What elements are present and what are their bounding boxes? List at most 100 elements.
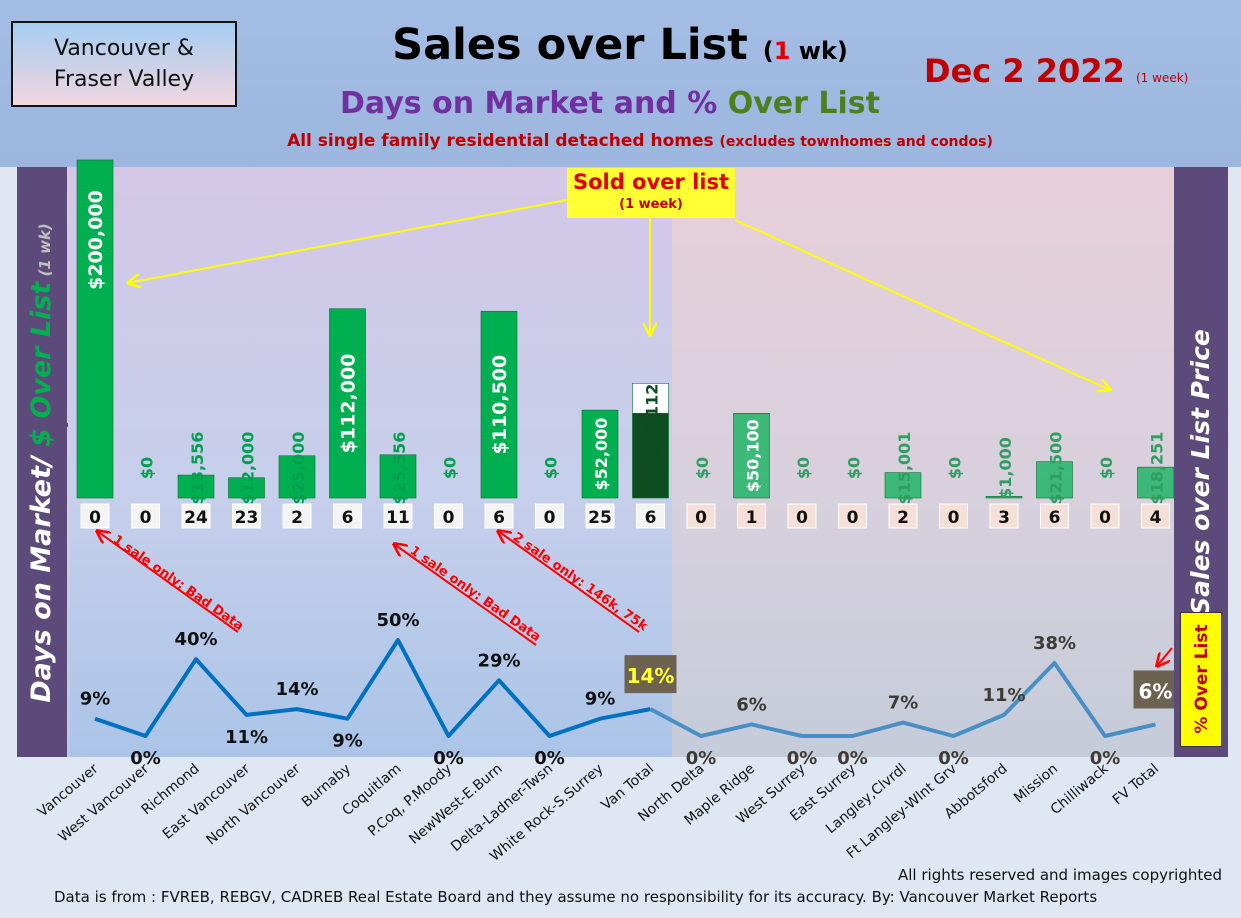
chart-title: Sales over List (1 wk) (330, 20, 910, 70)
title-main: Sales over List (392, 20, 748, 70)
dom-label-north-vancouver: 2 (291, 508, 303, 528)
bar-label-abbotsford: $1,000 (996, 437, 1015, 499)
x-tick-newwest-e-burn: NewWest-E.Burn (406, 761, 505, 848)
bar-cap-van-total (632, 383, 669, 414)
dom-label-north-delta: 0 (695, 508, 707, 528)
bars-layer: $200,000 $0 $13,556 $12,000 $25,000 $112,000 $… (76, 159, 1174, 505)
dom-label-west-vancouver: 0 (140, 508, 152, 528)
dom-box-maple-ridge (737, 503, 766, 529)
bar-langley-clvrdl (884, 472, 922, 499)
bar-label-richmond: $13,556 (188, 432, 207, 505)
bar-label-ft-langley-wlnt-grv: $0 (946, 457, 965, 479)
dom-label-chilliwack: 0 (1099, 508, 1111, 528)
arrow-bad-data-1 (97, 531, 239, 633)
bar-north-vancouver (278, 455, 316, 499)
chart-subtitle: Days on Market and % Over List (250, 86, 970, 121)
left-axis-label: Days on Market/ $ Over List (1 wk) (21, 168, 63, 758)
pct-label-p-coq-p-moody: 0% (433, 748, 464, 769)
bar-east-vancouver (228, 477, 265, 499)
dom-label-langley-clvrdl: 2 (897, 508, 909, 528)
pct-label-van-total: 14% (627, 664, 675, 688)
dom-box-p-coq-p-moody (434, 503, 463, 529)
bar-richmond (177, 474, 215, 499)
pct-label-ft-langley-wlnt-grv: 0% (938, 748, 969, 769)
bar-van-total (632, 413, 669, 499)
pct-label-abbotsford: 11% (982, 685, 1025, 706)
dom-label-ft-langley-wlnt-grv: 0 (948, 508, 960, 528)
left-axis-panel (17, 167, 67, 757)
dom-label-east-vancouver: 23 (235, 508, 259, 528)
left-axis-part-2: $ Over List (26, 281, 57, 457)
bar-label-east-surrey: $0 (845, 457, 864, 479)
dom-box-west-surrey (787, 503, 817, 529)
bar-label-mission: $21,500 (1047, 432, 1066, 505)
pct-label-vancouver: 9% (80, 689, 111, 710)
dom-box-east-vancouver (232, 503, 261, 529)
percent-line-layer: 9% 0% 40% 11% 14% 9% 50% 0% 29% 0% 9% 14% 0% 6% 0% 0% 7%… (80, 610, 1178, 769)
subtitle-part-1: Days on Market and % (340, 86, 728, 121)
title-unit: wk) (798, 37, 848, 65)
left-axis-part-3: (1 wk) (36, 223, 54, 282)
bar-label-fv-total: $18,251 (1148, 432, 1167, 505)
region-box: Vancouver & Fraser Valley (11, 21, 237, 107)
dom-box-chilliwack (1090, 503, 1120, 529)
pct-label-north-delta: 0% (686, 748, 717, 769)
dom-box-abbotsford (989, 503, 1019, 529)
bar-label-north-delta: $0 (693, 457, 712, 479)
left-axis-part-1: Days on Market/ (26, 456, 57, 703)
bar-maple-ridge (733, 413, 770, 499)
report-date: Dec 2 2022 (1 week) (924, 52, 1188, 90)
bar-label-west-surrey: $0 (794, 457, 813, 479)
dom-label-mission: 6 (1049, 508, 1061, 528)
pct-label-richmond: 40% (174, 629, 217, 650)
sold-over-list-title: Sold over list (572, 170, 730, 194)
date-note: (1 week) (1135, 71, 1189, 85)
dom-label-fv-total: 4 (1150, 508, 1162, 528)
dom-box-burnaby (333, 503, 362, 529)
arrow-to-fv-total (734, 219, 1110, 390)
x-tick-east-vancouver: East Vancouver (160, 761, 254, 843)
dom-label-burnaby: 6 (342, 508, 354, 528)
bar-label-coquitlam: $25,556 (390, 432, 409, 505)
dom-box-richmond (181, 503, 211, 529)
bar-fv-total (1137, 466, 1174, 499)
bar-mission (1036, 461, 1073, 499)
dom-box-north-vancouver (282, 503, 312, 529)
dom-box-west-vancouver (131, 503, 160, 529)
dom-label-white-rock-s-surrey: 25 (588, 508, 612, 528)
days-on-market-layer: 0 0 24 23 2 6 11 0 6 0 25 6 0 1 0 0 2 0 3 6 0 4 (80, 503, 1170, 529)
dom-label-p-coq-p-moody: 0 (443, 508, 455, 528)
dom-label-abbotsford: 3 (998, 508, 1010, 528)
pct-over-list-box (1180, 612, 1222, 747)
bar-white-rock-s-surrey (581, 409, 619, 499)
pct-box-fv-total (1133, 670, 1178, 709)
dom-label-maple-ridge: 1 (746, 508, 758, 528)
x-tick-north-vancouver: North Vancouver (203, 761, 303, 849)
dom-box-white-rock-s-surrey (585, 503, 615, 529)
dom-label-east-surrey: 0 (847, 508, 859, 528)
dom-label-van-total: 6 (645, 508, 657, 528)
bar-label-burnaby: $112,000 (338, 353, 360, 453)
bar-label-p-coq-p-moody: $0 (441, 457, 460, 479)
pct-label-fv-total: 6% (1139, 679, 1173, 703)
bar-label-van-total: $50,112 (643, 384, 662, 457)
pct-label-east-vancouver: 11% (225, 727, 268, 748)
region-line-2: Fraser Valley (53, 67, 195, 92)
bar-newwest-e-burn (480, 310, 518, 499)
arrow-pct-box (1157, 647, 1173, 666)
bar-label-delta-ladner-twsn: $0 (542, 457, 561, 479)
pct-label-chilliwack: 0% (1090, 748, 1121, 769)
pct-label-maple-ridge: 6% (736, 694, 767, 715)
dom-box-langley-clvrdl (888, 503, 918, 529)
pct-label-delta-ladner-twsn: 0% (534, 748, 565, 769)
bar-label-white-rock-s-surrey: $52,000 (592, 418, 611, 491)
pct-label-mission: 38% (1033, 633, 1076, 654)
vancouver-region-background (70, 167, 672, 757)
description: All single family residential detached h… (287, 131, 714, 151)
dom-box-newwest-e-burn (484, 503, 514, 529)
pct-over-list-label: % Over List (1192, 624, 1212, 734)
dom-box-east-surrey (838, 503, 867, 529)
bar-label-vancouver: $200,000 (85, 190, 107, 290)
